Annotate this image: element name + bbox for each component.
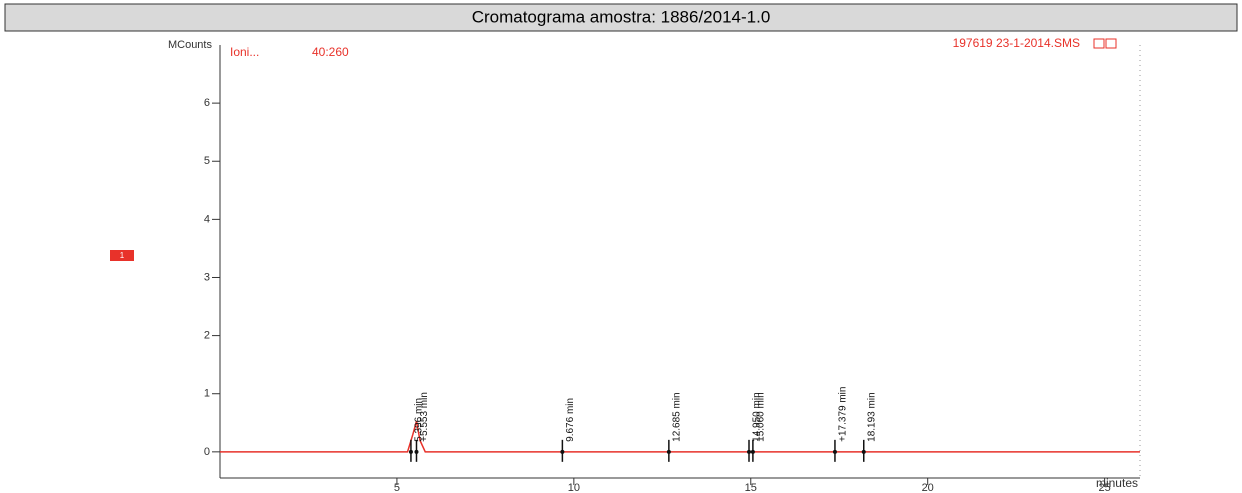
y-tick-label: 6 — [204, 97, 210, 109]
peak-label: +5.553 min — [419, 392, 430, 442]
file-name: 197619 23-1-2014.SMS — [953, 36, 1080, 50]
x-tick-label: 25 — [1098, 482, 1110, 493]
peak-dot — [750, 449, 755, 454]
trace-name: Ioni... — [230, 45, 259, 59]
y-tick-label: 2 — [204, 330, 210, 342]
peak-label: 18.193 min — [866, 392, 877, 441]
chart-title: Cromatograma amostra: 1886/2014-1.0 — [472, 7, 771, 26]
y-tick-label: 0 — [204, 446, 210, 458]
y-tick-label: 4 — [204, 213, 210, 225]
peak-label: 15.060 min — [756, 392, 767, 441]
peak-dot — [861, 449, 866, 454]
peak-label: 9.676 min — [565, 398, 576, 442]
window-icon — [1093, 38, 1105, 49]
peak-label: 5.396 min — [414, 398, 425, 442]
x-tick-label: 10 — [568, 482, 580, 493]
y-tick-label: 3 — [204, 271, 210, 283]
channel-tag: 1 — [120, 251, 125, 260]
x-axis-label: minutes — [1096, 476, 1138, 490]
peak-dot — [560, 449, 565, 454]
close-icon — [1105, 38, 1117, 49]
y-tick-label: 5 — [204, 155, 210, 167]
title-bar — [4, 3, 1238, 32]
peak-label: +17.379 min — [838, 387, 849, 442]
peak-dot — [832, 449, 837, 454]
trace-line — [220, 420, 1140, 453]
x-tick-label: 15 — [745, 482, 757, 493]
peak-label: 12.685 min — [671, 392, 682, 441]
peak-dot — [408, 449, 413, 454]
channel-box — [110, 250, 134, 261]
ion-range: 40:260 — [312, 45, 349, 59]
x-tick-label: 5 — [394, 482, 400, 493]
peak-dot — [747, 449, 751, 454]
y-axis-label: MCounts — [168, 39, 213, 51]
peak-dot — [666, 449, 671, 454]
peak-dot — [414, 449, 419, 454]
peak-label: 14.950 min — [752, 392, 763, 441]
x-tick-label: 20 — [922, 482, 934, 493]
y-tick-label: 1 — [204, 388, 210, 400]
